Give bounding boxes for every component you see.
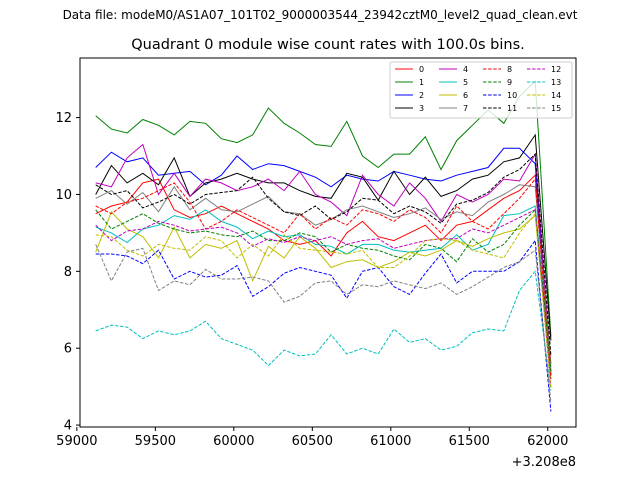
series-line-0 — [95, 174, 552, 364]
chart-title: Quadrant 0 module wise count rates with … — [131, 37, 525, 53]
legend-label-8: 8 — [507, 65, 512, 74]
legend-label-3: 3 — [419, 104, 424, 113]
y-tick-label: 4 — [64, 419, 72, 434]
x-tick-label: 59000 — [56, 434, 97, 449]
legend-label-1: 1 — [419, 78, 424, 87]
legend-label-0: 0 — [419, 65, 424, 74]
series-line-2 — [95, 147, 552, 376]
figure-suptitle: Data file: modeM0/AS1A07_101T02_90000035… — [63, 8, 578, 22]
legend-label-13: 13 — [551, 78, 561, 87]
series-line-14 — [95, 212, 552, 389]
y-tick-label: 12 — [55, 111, 72, 126]
x-tick-label: 59500 — [135, 434, 176, 449]
series-line-15 — [95, 244, 552, 403]
legend-label-9: 9 — [507, 78, 512, 87]
legend-label-11: 11 — [507, 104, 517, 113]
series-line-5 — [95, 205, 552, 372]
x-tick-label: 61000 — [370, 434, 411, 449]
series-line-13 — [95, 270, 552, 391]
legend-label-14: 14 — [551, 91, 561, 100]
x-tick-label: 60500 — [292, 434, 333, 449]
series-line-9 — [95, 208, 552, 372]
y-tick-label: 8 — [64, 265, 72, 280]
legend-label-12: 12 — [551, 65, 561, 74]
series-line-10 — [95, 239, 552, 412]
legend-frame — [389, 61, 573, 119]
series-layer — [95, 79, 552, 412]
legend-label-2: 2 — [419, 91, 424, 100]
series-line-4 — [95, 143, 552, 376]
x-tick-label: 61500 — [449, 434, 490, 449]
legend-label-15: 15 — [551, 104, 561, 113]
y-tick-label: 6 — [64, 342, 72, 357]
series-line-12 — [95, 209, 552, 387]
legend-label-5: 5 — [463, 78, 468, 87]
legend-label-6: 6 — [463, 91, 468, 100]
x-offset-label: +3.208e8 — [512, 455, 576, 470]
axes-frame — [79, 57, 577, 428]
y-axis: 4 6 8 10 12 — [55, 111, 80, 434]
y-tick-label: 10 — [55, 188, 72, 203]
plot-area: 59000 59500 60000 60500 61000 61500 62000 4 6 8 1… — [55, 57, 577, 470]
series-line-11 — [95, 152, 552, 356]
series-line-7 — [95, 184, 552, 368]
x-tick-label: 62000 — [527, 434, 568, 449]
series-line-3 — [95, 133, 552, 341]
series-line-8 — [95, 177, 552, 380]
legend-label-4: 4 — [463, 65, 468, 74]
series-line-6 — [95, 210, 552, 380]
series-line-1 — [95, 79, 552, 337]
x-tick-label: 60000 — [213, 434, 254, 449]
legend-label-10: 10 — [507, 91, 517, 100]
x-axis: 59000 59500 60000 60500 61000 61500 62000 — [56, 427, 568, 449]
legend-label-7: 7 — [463, 104, 468, 113]
